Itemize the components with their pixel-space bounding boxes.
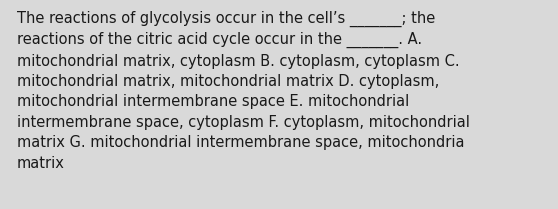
Text: The reactions of glycolysis occur in the cell’s _______; the
reactions of the ci: The reactions of glycolysis occur in the… [17, 10, 470, 171]
